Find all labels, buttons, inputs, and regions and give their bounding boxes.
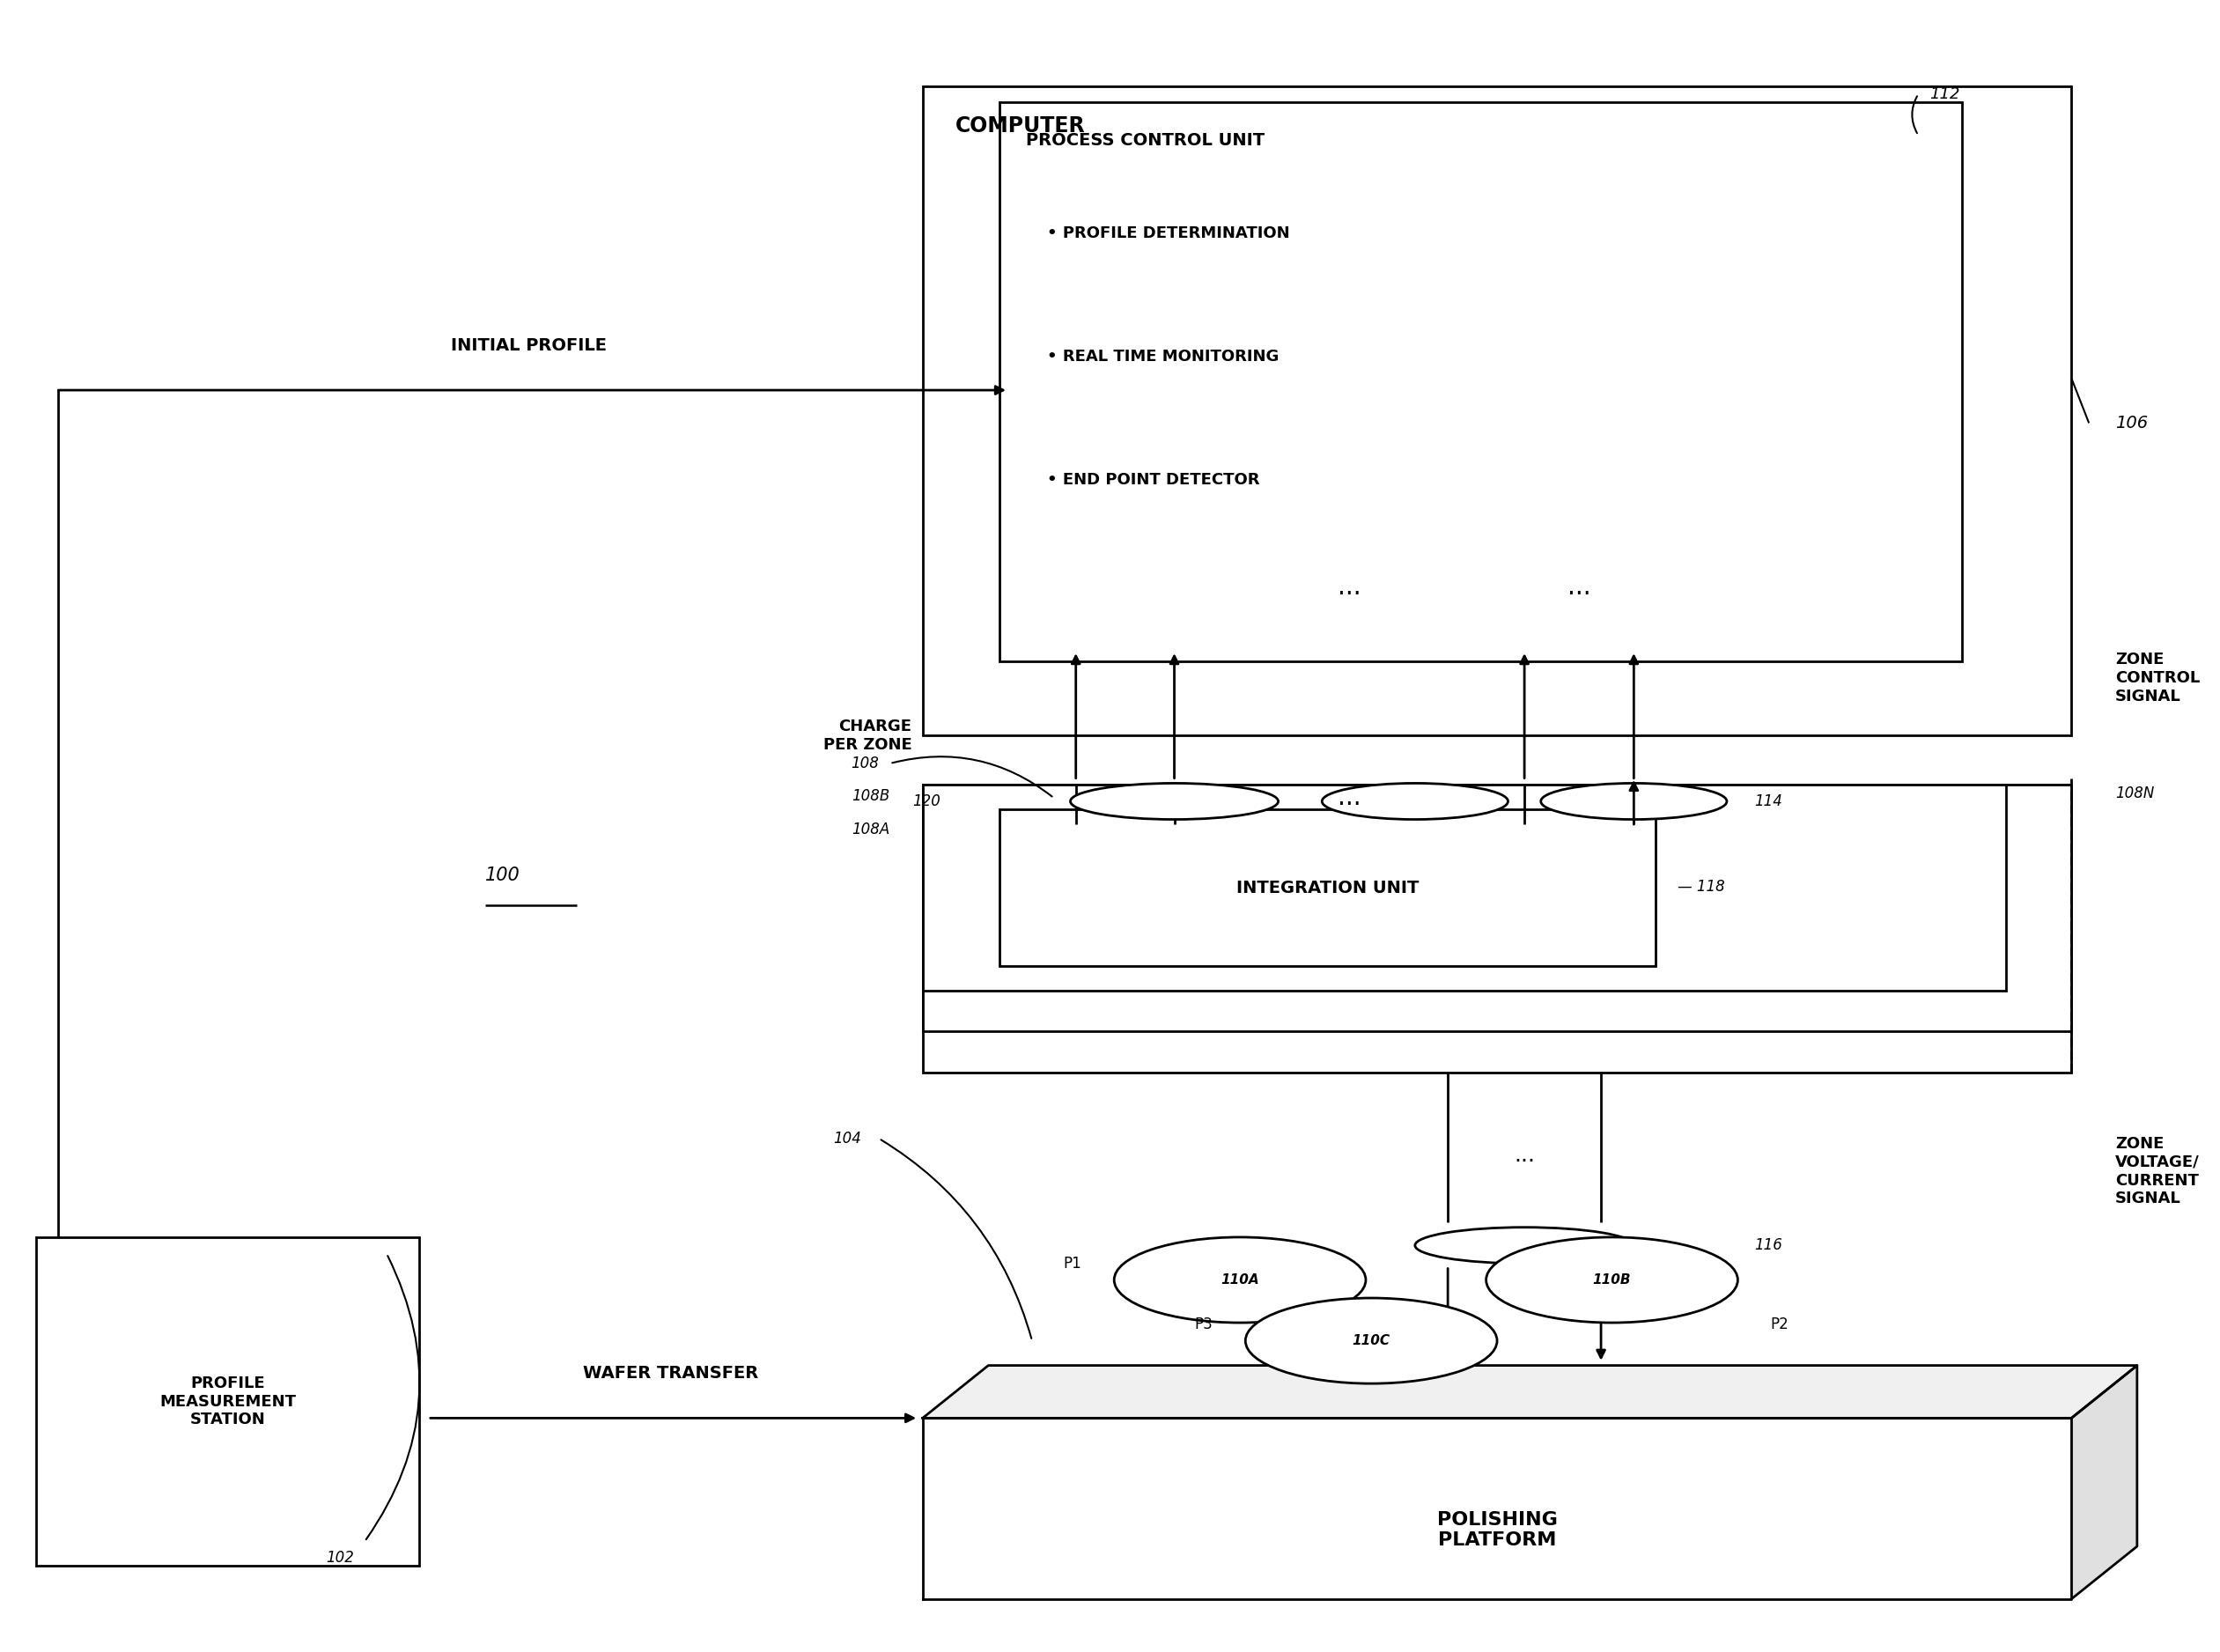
Bar [36,1237,420,1566]
Bar [924,86,2071,735]
Polygon shape [924,1417,2071,1599]
Polygon shape [924,1366,2138,1417]
Text: ZONE
CONTROL
SIGNAL: ZONE CONTROL SIGNAL [2116,653,2200,704]
Text: 110B: 110B [1592,1274,1632,1287]
Text: • END POINT DETECTOR: • END POINT DETECTOR [1048,472,1261,489]
Text: COMPUTER: COMPUTER [955,116,1086,137]
Text: INTEGRATION UNIT: INTEGRATION UNIT [1237,879,1419,895]
Ellipse shape [1070,783,1279,819]
Text: POLISHING
PLATFORM: POLISHING PLATFORM [1436,1512,1556,1550]
Text: WAFER TRANSFER: WAFER TRANSFER [584,1365,759,1381]
Polygon shape [2071,1366,2138,1599]
Text: • REAL TIME MONITORING: • REAL TIME MONITORING [1048,349,1279,365]
Text: CHARGE
PER ZONE: CHARGE PER ZONE [824,719,912,753]
Bar [924,785,2007,991]
Text: 114: 114 [1754,793,1783,809]
Text: 104: 104 [832,1130,861,1146]
Text: ...: ... [1514,1145,1534,1166]
Ellipse shape [1485,1237,1738,1323]
Ellipse shape [1541,783,1727,819]
Text: 110A: 110A [1221,1274,1259,1287]
Text: 116: 116 [1754,1237,1783,1254]
Text: 112: 112 [1929,86,1960,102]
Text: P1: P1 [1063,1256,1081,1272]
Text: 108: 108 [850,755,879,771]
Text: 108B: 108B [852,788,890,805]
Bar [999,809,1656,966]
Ellipse shape [1323,783,1507,819]
Text: PROCESS CONTROL UNIT: PROCESS CONTROL UNIT [1026,132,1263,149]
Text: 120: 120 [912,793,941,809]
Text: 108N: 108N [2116,785,2153,801]
Ellipse shape [1245,1298,1496,1383]
Text: 106: 106 [2116,415,2149,431]
Text: ...: ... [1567,575,1592,600]
Text: ...: ... [1339,786,1361,811]
Text: • PROFILE DETERMINATION: • PROFILE DETERMINATION [1048,226,1290,241]
Bar [924,785,2071,1031]
Ellipse shape [1114,1237,1365,1323]
Text: ...: ... [1339,575,1361,600]
Text: 100: 100 [484,867,519,884]
Text: INITIAL PROFILE: INITIAL PROFILE [451,337,606,354]
Bar [999,102,1962,661]
Text: ZONE
VOLTAGE/
CURRENT
SIGNAL: ZONE VOLTAGE/ CURRENT SIGNAL [2116,1137,2200,1206]
Ellipse shape [1414,1227,1634,1264]
Text: 110C: 110C [1352,1335,1390,1348]
Text: 102: 102 [326,1550,353,1566]
Text: PROFILE
MEASUREMENT
STATION: PROFILE MEASUREMENT STATION [160,1376,295,1427]
Text: 108A: 108A [852,821,890,838]
Text: — 118: — 118 [1678,879,1725,895]
Text: P3: P3 [1194,1317,1212,1332]
Text: P2: P2 [1772,1317,1789,1332]
Bar [924,785,2071,1072]
